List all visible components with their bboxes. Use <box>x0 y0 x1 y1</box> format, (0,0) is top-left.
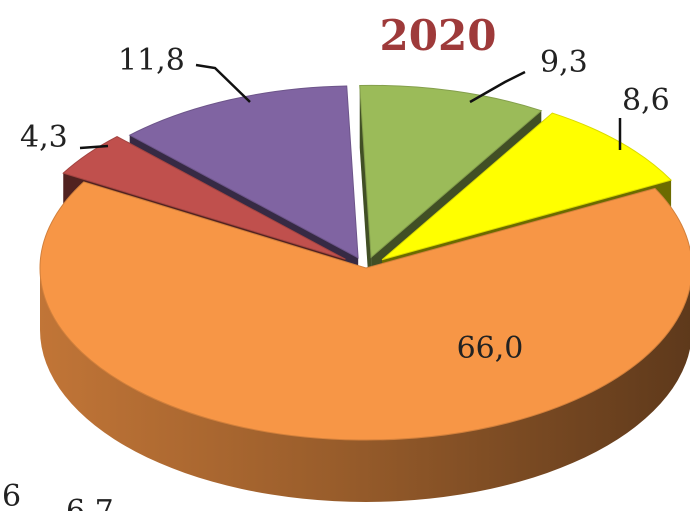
slice-label-3: 66,0 <box>457 331 524 366</box>
slice-label-4: 4,3 <box>20 120 68 155</box>
slice-5-top <box>128 85 359 259</box>
pie-slice-3 <box>39 181 690 502</box>
slice-3-rim <box>40 268 690 502</box>
chart-title: 2020 <box>380 11 497 60</box>
slice-4-top <box>62 135 346 260</box>
cropped-label-1: 6 <box>2 479 21 511</box>
leader-line-1 <box>469 70 526 104</box>
slice-3-top <box>39 181 690 441</box>
slice-1-wall-1 <box>359 85 372 320</box>
leader-line-4 <box>79 144 109 150</box>
slice-label-1: 9,3 <box>540 45 588 80</box>
slice-label-5: 11,8 <box>118 43 185 78</box>
slice-label-2: 8,6 <box>622 83 670 118</box>
leader-line-5 <box>195 63 251 103</box>
slice-1-top <box>359 84 543 259</box>
cropped-label-2: 6,7 <box>66 494 114 511</box>
